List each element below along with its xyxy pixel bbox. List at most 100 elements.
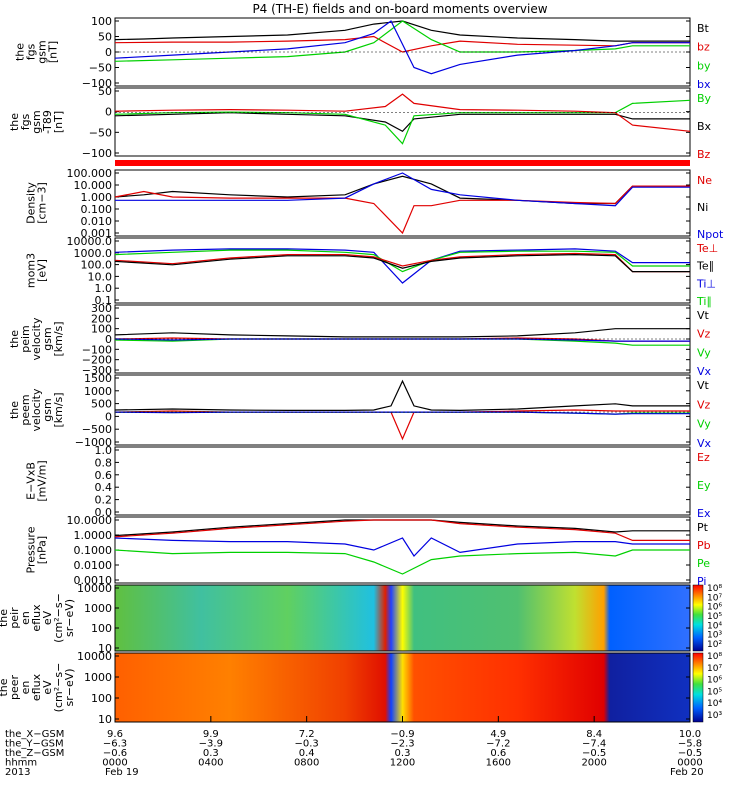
y-tick-label: 10000.0 <box>67 235 113 248</box>
ephemeris-value: 0.6 <box>490 748 506 759</box>
series-Vt <box>114 328 690 338</box>
y-tick-label: 0.6 <box>95 469 113 482</box>
y-axis-label: mom3[eV] <box>25 253 49 288</box>
ephemeris-value: 1200 <box>390 758 415 769</box>
ephemeris-value: 7.2 <box>299 729 315 740</box>
y-tick-label: 100 <box>91 622 112 635</box>
panel-frame <box>114 237 691 304</box>
legend-entry: Vz <box>697 328 711 341</box>
panels: 100500−50−100thefgsgsm[nT]Btbzbybx500−50… <box>0 15 724 726</box>
series-Ti∥ <box>114 249 690 273</box>
y-tick-label: 0.0010 <box>74 574 113 587</box>
y-tick-label: 0 <box>105 46 112 59</box>
y-tick-label: 0.0100 <box>74 559 113 572</box>
ephemeris-value: −7.4 <box>582 739 606 750</box>
colorbar-tick-label: 10⁶ <box>707 676 722 686</box>
series-Npot <box>115 172 690 207</box>
y-tick-label: 0 <box>105 106 112 119</box>
ephemeris-value: 9.9 <box>203 729 219 740</box>
y-tick-label: 500 <box>91 398 112 411</box>
y-tick-label: 10.0000 <box>67 514 113 527</box>
series-Bt <box>114 20 690 42</box>
colorbar-peir <box>692 584 704 652</box>
y-tick-label: 200 <box>91 312 112 325</box>
y-tick-label: 50 <box>98 31 112 44</box>
y-tick-label: 300 <box>91 302 112 315</box>
series-Ne <box>114 185 690 235</box>
series-Pi <box>114 537 690 557</box>
ephemeris-value: 0.3 <box>395 748 411 759</box>
y-axis-label: Density[cm−3] <box>25 182 49 224</box>
ephemeris-value: 0400 <box>198 758 223 769</box>
ephemeris-row-label: hhmm <box>5 758 37 769</box>
flag-bar <box>115 160 690 166</box>
y-axis-label: thepeerenefluxeV(cm²−s−sr−eV) <box>0 663 76 713</box>
y-tick-label: 1000 <box>84 671 112 684</box>
legend-entry: Npot <box>697 228 724 241</box>
colorbar-tick-label: 10⁴ <box>707 621 722 631</box>
colorbar-tick-label: 10⁷ <box>707 664 722 674</box>
y-tick-label: −200 <box>82 354 112 367</box>
series-Vt <box>114 379 690 412</box>
y-tick-label: 0.1000 <box>74 544 113 557</box>
legend-entry: Ti∥ <box>696 295 712 308</box>
legend-entry: Bt <box>697 22 710 35</box>
y-tick-label: 0.4 <box>95 481 113 494</box>
series-bx <box>114 20 690 75</box>
legend-entry: Bz <box>697 148 711 161</box>
y-tick-label: 1000 <box>84 385 112 398</box>
legend-entry: Vt <box>697 309 710 322</box>
legend-entry: Pb <box>697 539 711 552</box>
y-tick-label: 0.1 <box>95 294 113 307</box>
y-tick-label: 10 <box>98 713 112 726</box>
ephemeris-value: 2000 <box>581 758 606 769</box>
y-tick-label: 100.0 <box>81 259 113 272</box>
ephemeris-value: −2.3 <box>390 739 414 750</box>
colorbar-tick-label: 10⁸ <box>707 652 722 662</box>
spectrogram-peer <box>115 653 690 722</box>
legend-entry: Pe <box>697 557 710 570</box>
colorbar-tick-label: 10³ <box>707 711 722 721</box>
series-Vx <box>114 411 690 415</box>
legend-entry: Ez <box>697 451 710 464</box>
ephemeris-row-label: the_Y−GSM <box>5 739 64 750</box>
y-tick-label: 0 <box>105 410 112 423</box>
y-tick-label: 0.0 <box>95 506 113 519</box>
y-tick-label: 0.001 <box>81 227 113 240</box>
ephemeris-value: 4.9 <box>490 729 506 740</box>
y-tick-label: 100 <box>91 15 112 28</box>
series-Ni <box>114 175 690 205</box>
y-tick-label: 1.0 <box>95 282 113 295</box>
colorbar-tick-label: 10⁸ <box>707 584 722 594</box>
y-axis-label: thepeimvelocitygsm[km/s] <box>8 317 65 360</box>
legend-entry: By <box>697 92 712 105</box>
y-axis-label: thefgsgsm-T89[nT] <box>8 110 65 134</box>
ephemeris-value: 0.3 <box>203 748 219 759</box>
ephemeris-value: −3.9 <box>199 739 223 750</box>
ephemeris-value: −6.3 <box>103 739 127 750</box>
y-tick-label: −100 <box>82 147 112 160</box>
y-axis-label: thepeirenefluxeV(cm²−s−sr−eV) <box>0 593 76 643</box>
panel-fgs89: 50 0 −50 −100 thefgsgsm-T89[nT] By Bx Bz <box>8 85 712 161</box>
ephemeris-value: 9.6 <box>107 729 123 740</box>
ephemeris-value: 0000 <box>677 758 702 769</box>
year-label: 2013 <box>5 767 30 778</box>
y-tick-label: −300 <box>82 364 112 377</box>
y-tick-label: 0.100 <box>81 203 113 216</box>
colorbar-tick-label: 10³ <box>707 631 722 641</box>
y-axis-label: thepeemvelocitygsm[km/s] <box>8 388 65 431</box>
y-tick-label: 10000 <box>77 650 112 663</box>
legend-entry: Vt <box>697 379 710 392</box>
legend-entry: Pi <box>697 575 706 588</box>
panel-frame <box>114 87 691 157</box>
y-tick-label: 1.000 <box>81 191 113 204</box>
y-tick-label: 1.0000 <box>74 529 113 542</box>
ephemeris-row-label: the_X−GSM <box>5 729 64 740</box>
colorbar-tick-label: 10⁴ <box>707 699 722 709</box>
y-tick-label: −100 <box>82 343 112 356</box>
y-tick-label: 0.8 <box>95 456 113 469</box>
